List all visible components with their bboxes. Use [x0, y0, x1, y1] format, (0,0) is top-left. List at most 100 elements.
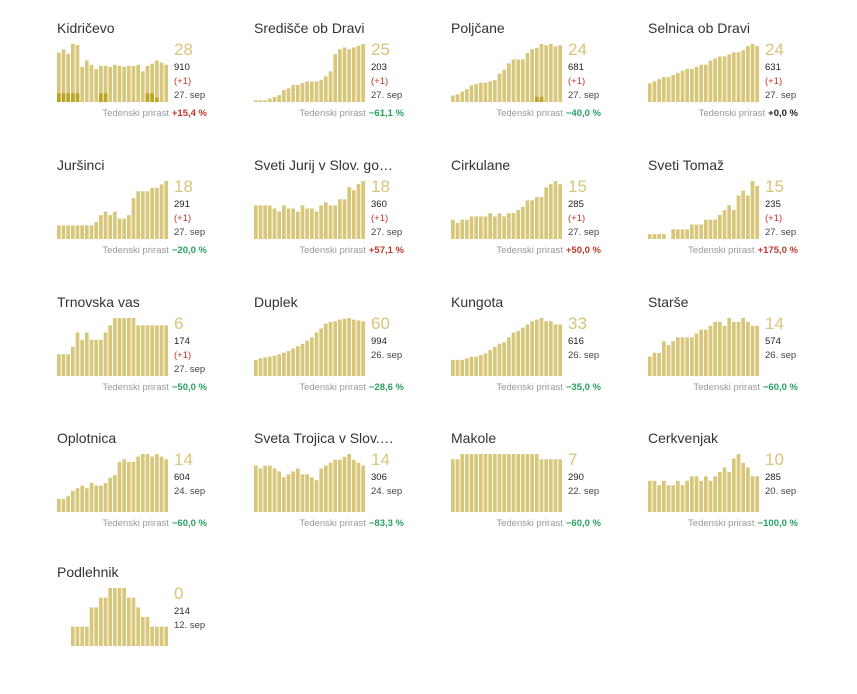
- bar: [66, 496, 70, 512]
- active-cases-value: 14: [765, 314, 784, 333]
- bar: [127, 215, 131, 239]
- bar: [727, 205, 731, 239]
- bar: [680, 485, 685, 512]
- growth-label: Tedenski prirast: [299, 518, 366, 529]
- bar-daily: [155, 97, 159, 102]
- municipality-tile: Sveta Trojica v Slov.… 14 306 24. sep Tedens…: [254, 430, 444, 560]
- bar: [544, 45, 548, 102]
- bar-daily: [75, 93, 80, 102]
- bar: [558, 459, 562, 512]
- bar: [356, 462, 361, 512]
- bar: [727, 54, 731, 102]
- bar: [521, 454, 525, 512]
- bar: [328, 322, 333, 376]
- bar: [127, 65, 131, 102]
- tile-title: Kidričevo: [57, 20, 115, 36]
- daily-delta-value: (+1): [568, 76, 586, 87]
- bar: [544, 459, 548, 512]
- bar-chart: [254, 454, 365, 512]
- bar: [85, 60, 89, 102]
- bar: [286, 351, 291, 376]
- bar: [741, 190, 745, 239]
- bar: [80, 485, 84, 512]
- bar-daily: [535, 96, 539, 102]
- bar: [319, 468, 323, 512]
- bar: [155, 325, 159, 376]
- active-cases-value: 60: [371, 314, 390, 333]
- growth-value: −28,6 %: [368, 382, 404, 393]
- bar: [164, 325, 168, 376]
- bar: [99, 485, 103, 512]
- bar: [277, 354, 281, 376]
- bar: [662, 480, 666, 512]
- bar: [736, 195, 741, 239]
- bar: [507, 63, 511, 102]
- bar: [150, 187, 154, 239]
- bar: [657, 485, 661, 512]
- active-cases-value: 14: [174, 450, 193, 469]
- bar: [352, 190, 356, 239]
- tile-title: Juršinci: [57, 157, 105, 173]
- bar: [333, 321, 337, 376]
- growth-value: −100,0 %: [757, 518, 798, 529]
- bar: [342, 456, 347, 512]
- tile-title: Starše: [648, 294, 689, 310]
- bar: [746, 467, 750, 512]
- bar: [652, 234, 657, 239]
- bar: [553, 324, 558, 376]
- tile-title: Cirkulane: [451, 157, 511, 173]
- growth-label: Tedenski prirast: [496, 518, 563, 529]
- date-label: 12. sep: [174, 620, 206, 631]
- bar: [319, 205, 323, 239]
- bar: [708, 219, 713, 239]
- bar: [704, 64, 708, 102]
- bar: [310, 477, 314, 512]
- bar: [291, 471, 295, 512]
- tile-title: Oplotnica: [57, 430, 117, 446]
- growth-value: +57,1 %: [368, 245, 404, 256]
- bar: [694, 476, 699, 512]
- bar: [699, 480, 703, 512]
- growth-value: −20,0 %: [171, 245, 207, 256]
- bar-chart: [648, 454, 759, 512]
- bar: [652, 352, 657, 376]
- weekly-growth: Tedenski prirast −28,6 %: [254, 382, 404, 393]
- bar: [145, 191, 150, 239]
- date-label: 27. sep: [174, 364, 206, 375]
- bar: [254, 100, 258, 102]
- bar: [333, 54, 337, 102]
- active-cases-value: 15: [568, 177, 587, 196]
- bar: [750, 181, 755, 239]
- bar: [676, 229, 680, 239]
- bar: [539, 318, 544, 376]
- bar: [746, 321, 750, 376]
- bar: [145, 65, 150, 102]
- bar: [103, 332, 108, 376]
- bar: [694, 66, 699, 102]
- bar: [722, 467, 727, 512]
- tile-title: Poljčane: [451, 20, 505, 36]
- bar: [722, 325, 727, 376]
- bar: [268, 356, 272, 376]
- bar: [694, 333, 699, 376]
- bar: [558, 45, 562, 102]
- bar: [94, 485, 98, 512]
- bar: [525, 200, 530, 239]
- bar: [479, 216, 483, 239]
- weekly-growth: Tedenski prirast +50,0 %: [451, 245, 601, 256]
- bar: [746, 46, 750, 102]
- bar: [483, 216, 488, 239]
- bar: [136, 325, 140, 376]
- bar: [286, 88, 291, 102]
- bar: [117, 461, 122, 512]
- bar: [113, 211, 117, 239]
- bar: [300, 474, 305, 512]
- bar: [511, 332, 516, 376]
- bar: [530, 49, 534, 102]
- bar: [89, 339, 94, 376]
- municipality-tile: Sveti Tomaž 15 235 (+1) 27. sep Tedenski prir…: [648, 157, 838, 287]
- bar: [99, 597, 103, 646]
- bar-chart: [57, 454, 168, 512]
- bar: [460, 359, 464, 376]
- bar: [80, 339, 84, 376]
